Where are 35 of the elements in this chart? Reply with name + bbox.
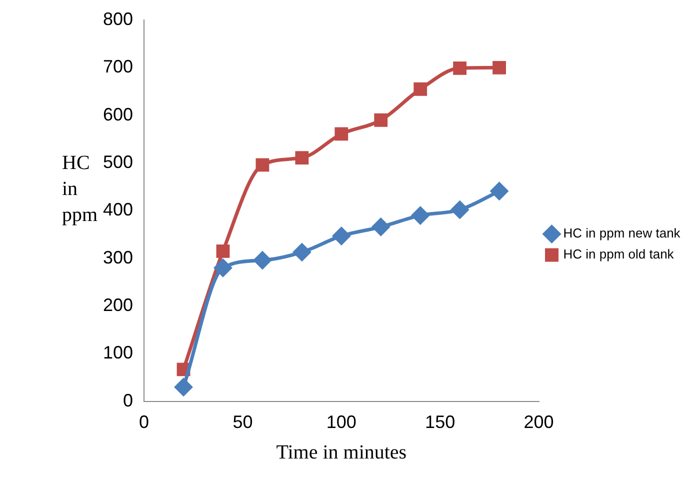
point: [334, 127, 348, 141]
y-tick-label: 400: [102, 200, 134, 220]
y-tick-label: 800: [102, 8, 134, 29]
point: [295, 151, 309, 164]
point: [490, 182, 508, 200]
y-tick-label: 600: [102, 104, 134, 124]
y-tick-label: 700: [102, 56, 134, 77]
x-tick-label: 50: [232, 412, 253, 432]
x-tick-label: 200: [524, 412, 554, 432]
point: [174, 378, 192, 396]
x-axis-title: Time in minutes: [276, 441, 407, 464]
y-tick-label: 0: [123, 390, 134, 410]
x-tick-label: 100: [326, 412, 356, 432]
legend-label: HC in ppm old tank: [563, 246, 674, 262]
y-tick-label: 200: [102, 295, 134, 316]
point: [453, 61, 467, 75]
legend-label: HC in ppm new tank: [563, 226, 681, 241]
y-tick-label: 300: [102, 247, 134, 268]
y-tick-label: 100: [102, 342, 134, 363]
point: [372, 218, 390, 236]
point: [293, 243, 311, 261]
x-tick-label: 0: [139, 412, 150, 432]
x-tick-label: 150: [425, 412, 456, 432]
point: [374, 113, 388, 127]
y-tick-label: 500: [102, 152, 134, 172]
point: [492, 60, 506, 74]
point: [414, 82, 428, 96]
y-axis-title: HC in ppm: [62, 151, 99, 228]
point: [214, 259, 232, 277]
point: [451, 200, 469, 218]
point: [332, 227, 350, 245]
point: [256, 158, 270, 172]
point: [216, 244, 230, 258]
point: [412, 206, 430, 224]
point: [254, 252, 272, 270]
